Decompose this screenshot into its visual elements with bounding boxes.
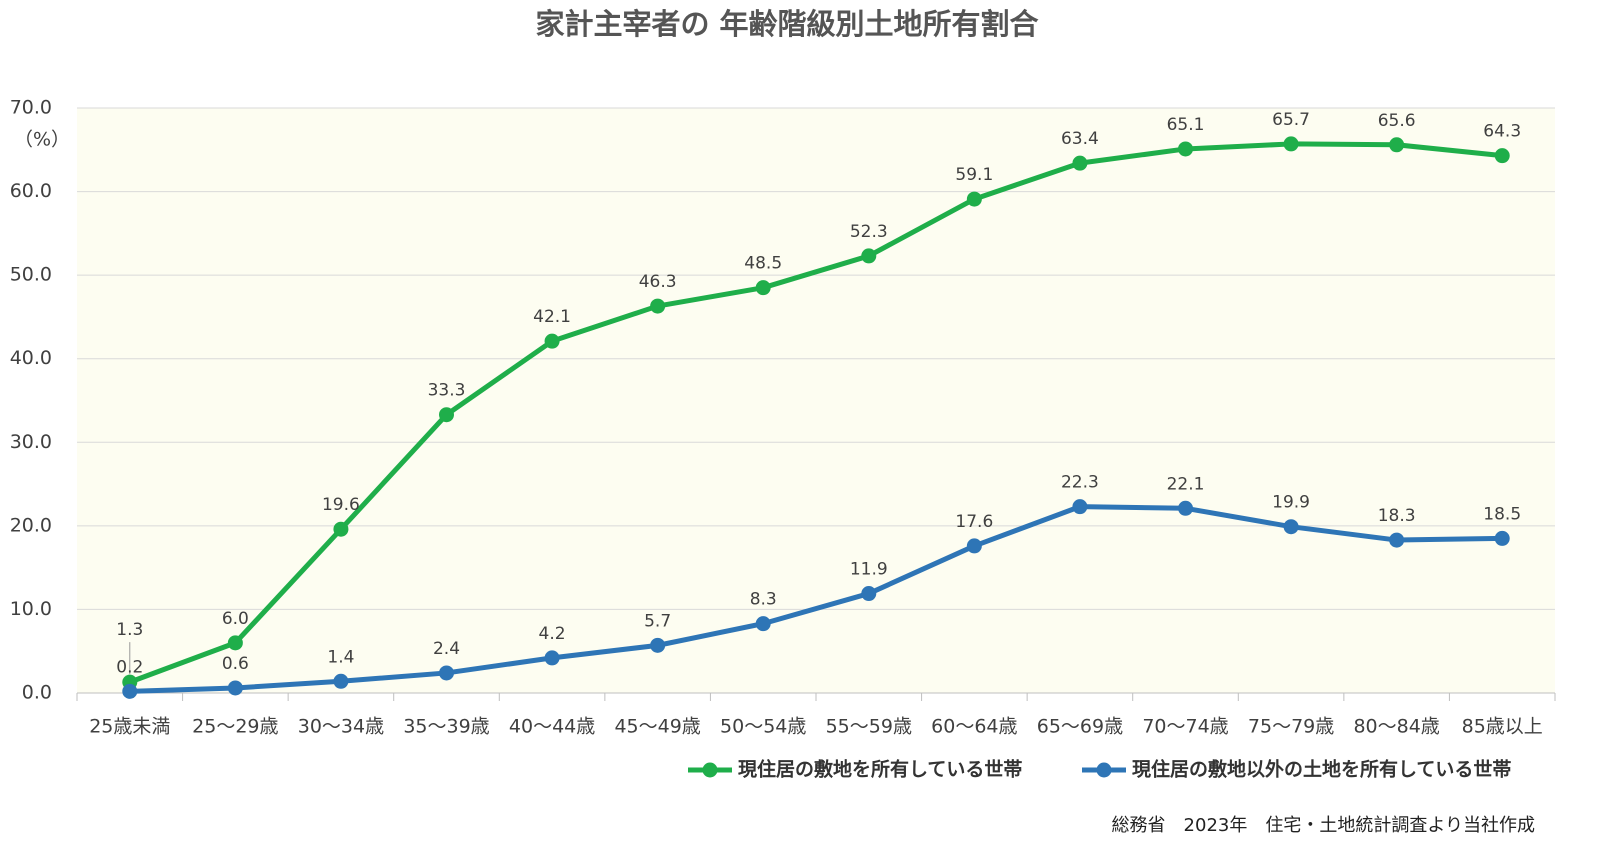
data-label: 64.3: [1483, 122, 1521, 142]
point-marker: [122, 683, 138, 699]
x-tick-label: 80～84歳: [1353, 716, 1439, 738]
point-marker: [861, 586, 877, 602]
data-label: 19.6: [322, 495, 360, 515]
data-label: 48.5: [744, 254, 782, 274]
data-label: 46.3: [639, 272, 677, 292]
x-tick-label: 70～74歳: [1142, 716, 1228, 738]
data-label: 22.3: [1061, 473, 1099, 493]
legend-label: 現住居の敷地以外の土地を所有している世帯: [1132, 758, 1511, 781]
point-marker: [650, 298, 666, 314]
data-label: 59.1: [955, 165, 993, 185]
series-line: [129, 504, 1503, 694]
data-label: 17.6: [955, 512, 993, 532]
chart-title: 家計主宰者の 年齢階級別土地所有割合: [535, 7, 1038, 41]
legend-label: 現住居の敷地を所有している世帯: [738, 758, 1022, 781]
data-label: 22.1: [1167, 474, 1205, 494]
point-marker: [544, 650, 560, 666]
point-marker: [227, 680, 243, 696]
point-marker: [333, 521, 349, 537]
point-marker: [755, 280, 771, 296]
series-line: [128, 141, 1503, 685]
data-label: 11.9: [850, 560, 888, 580]
data-label: 8.3: [750, 590, 777, 610]
point-marker: [1072, 499, 1088, 515]
y-tick-label: 50.0: [10, 264, 52, 286]
plot-area: [77, 108, 1555, 693]
legend-marker: [702, 762, 718, 778]
point-marker: [1283, 136, 1299, 152]
point-marker: [1178, 141, 1193, 157]
data-label: 0.2: [116, 657, 143, 677]
point-marker: [1494, 148, 1510, 164]
y-tick-label: 10.0: [10, 598, 52, 620]
point-marker: [861, 248, 877, 264]
x-tick-label: 60～64歳: [931, 716, 1017, 738]
x-tick-label: 40～44歳: [509, 716, 595, 738]
point-marker: [1389, 532, 1405, 548]
data-label: 18.3: [1378, 506, 1416, 526]
y-tick-label: 60.0: [10, 180, 52, 202]
x-tick-label: 30～34歳: [298, 716, 384, 738]
point-marker: [1389, 137, 1405, 153]
data-label: 1.4: [327, 647, 354, 667]
x-tick-label: 85歳以上: [1462, 716, 1543, 738]
point-marker: [1494, 530, 1510, 546]
point-marker: [227, 635, 243, 651]
point-marker: [966, 191, 982, 207]
x-tick-label: 75～79歳: [1248, 716, 1334, 738]
point-marker: [1283, 519, 1299, 535]
x-tick-label: 55～59歳: [826, 716, 912, 738]
data-label: 65.7: [1272, 110, 1310, 130]
y-tick-label: 20.0: [10, 514, 52, 536]
point-marker: [755, 616, 771, 632]
data-label: 1.3: [116, 620, 143, 640]
point-marker: [966, 538, 982, 554]
y-tick-label: 70.0: [10, 97, 52, 119]
data-label: 0.6: [222, 654, 249, 674]
data-label: 18.5: [1483, 504, 1521, 524]
data-label: 33.3: [428, 381, 466, 401]
point-marker: [1072, 155, 1088, 171]
x-tick-label: 65～69歳: [1037, 716, 1123, 738]
point-marker: [544, 333, 560, 349]
data-label: 52.3: [850, 222, 888, 242]
point-marker: [1178, 500, 1193, 516]
y-axis-label: （%）: [14, 129, 70, 151]
data-label: 19.9: [1272, 493, 1310, 513]
point-marker: [439, 665, 454, 681]
point-marker: [333, 673, 349, 689]
legend-marker: [1096, 762, 1112, 778]
source-note: 総務省 2023年 住宅・土地統計調査より当社作成: [1112, 815, 1535, 836]
point-marker: [650, 637, 666, 653]
x-tick-label: 25歳未満: [89, 716, 170, 738]
x-tick-label: 35～39歳: [403, 716, 489, 738]
data-label: 5.7: [644, 611, 671, 631]
data-label: 4.2: [539, 624, 566, 644]
point-marker: [439, 407, 454, 423]
x-tick-label: 50～54歳: [720, 716, 806, 738]
y-tick-label: 0.0: [22, 682, 52, 704]
data-label: 2.4: [433, 639, 460, 659]
data-label: 65.6: [1378, 111, 1416, 131]
data-label: 63.4: [1061, 129, 1099, 149]
data-label: 42.1: [533, 307, 571, 327]
data-label: 65.1: [1167, 115, 1205, 135]
y-tick-label: 40.0: [10, 347, 52, 369]
x-tick-label: 25～29歳: [192, 716, 278, 738]
data-label: 6.0: [222, 609, 249, 629]
y-tick-label: 30.0: [10, 431, 52, 453]
x-tick-label: 45～49歳: [614, 716, 700, 738]
